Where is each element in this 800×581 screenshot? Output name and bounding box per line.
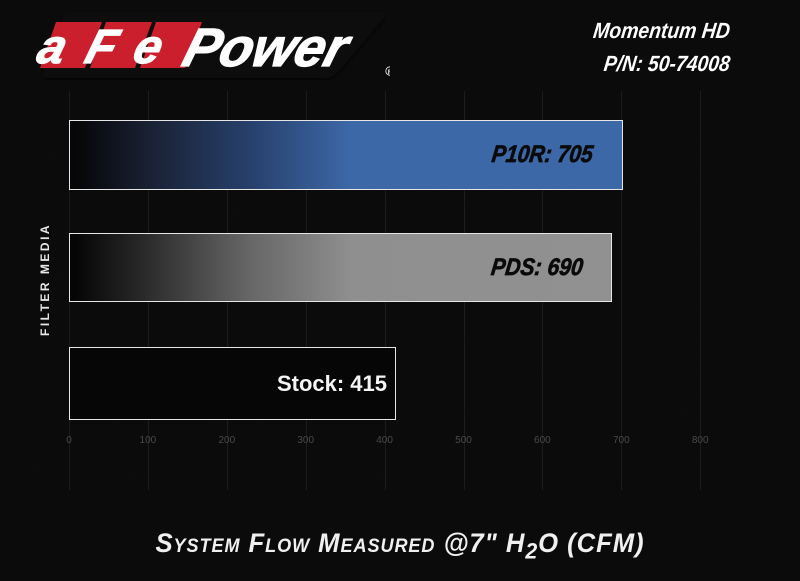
svg-text:R: R [388,70,390,76]
svg-text:Power: Power [177,17,359,78]
